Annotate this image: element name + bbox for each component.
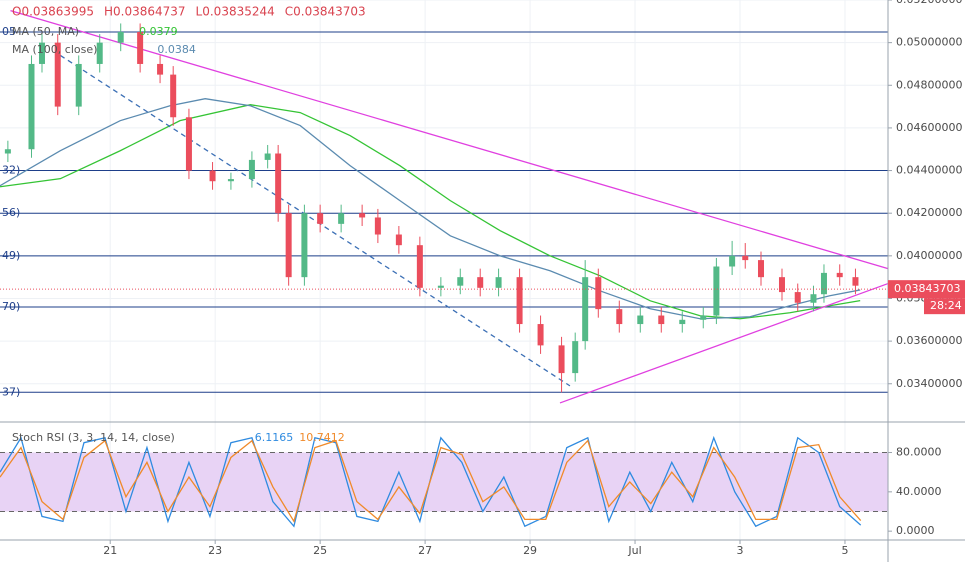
- candle-body: [157, 63, 164, 75]
- candle-body: [75, 63, 82, 107]
- candle-body: [477, 277, 484, 288]
- candle-body: [582, 277, 589, 342]
- candle-body: [729, 255, 736, 267]
- candle-body: [679, 319, 686, 325]
- legend-value: 0.0384: [157, 43, 196, 56]
- candle-body: [209, 170, 216, 182]
- candle-body: [185, 117, 192, 171]
- candle-body: [572, 341, 579, 374]
- candle-body: [264, 153, 271, 160]
- indicator-title: Stoch RSI (3, 3, 14, 14, close): [12, 431, 175, 444]
- legend-value: 6.1165: [255, 431, 294, 444]
- candle-body: [227, 179, 234, 182]
- y-tick-label: 0.03400000: [896, 377, 962, 390]
- y-tick-label: 0.05000000: [896, 36, 962, 49]
- candle-body: [248, 159, 255, 180]
- candle-body: [537, 324, 544, 346]
- candle-body: [457, 277, 464, 286]
- x-tick-label: Jul: [627, 544, 641, 557]
- candle-body: [700, 315, 707, 320]
- y-tick-label: 0.04400000: [896, 164, 962, 177]
- legend-value: 0.0379: [139, 25, 178, 38]
- candle-body: [28, 63, 35, 150]
- level-label: 70): [2, 300, 20, 313]
- level-label: 05: [2, 25, 16, 38]
- candle-body: [820, 272, 827, 295]
- candle-body: [374, 217, 381, 235]
- candle-body: [38, 42, 45, 64]
- candle-body: [416, 245, 423, 288]
- candle-body: [516, 277, 523, 325]
- x-tick-label: 21: [103, 544, 117, 557]
- trend-line: [559, 282, 889, 404]
- candle-body: [301, 213, 308, 278]
- y-tick-label: 0.04800000: [896, 78, 962, 91]
- candle-body: [794, 292, 801, 303]
- legend-label: MA (100, close): [12, 43, 97, 56]
- candle-body: [595, 277, 602, 310]
- x-tick-label: 29: [523, 544, 537, 557]
- y-tick-label: 40.0000: [896, 485, 942, 498]
- last-price-box: [888, 280, 965, 299]
- candle-body: [117, 31, 124, 43]
- ohlc-value: L0.03835244: [196, 5, 275, 19]
- level-label: 37): [2, 385, 20, 398]
- y-tick-label: 0.04000000: [896, 249, 962, 262]
- candle-body: [558, 345, 565, 374]
- y-tick-label: 0.0000: [896, 524, 935, 537]
- ohlc-value: H0.03864737: [104, 5, 186, 19]
- x-tick-label: 23: [208, 544, 222, 557]
- candle-body: [4, 149, 11, 154]
- stoch-band: [0, 452, 888, 512]
- candle-body: [54, 42, 61, 107]
- legend-value: 10.7412: [299, 431, 345, 444]
- level-label: 49): [2, 249, 20, 262]
- candle-body: [359, 213, 366, 218]
- candle-body: [836, 272, 843, 278]
- candle-body: [170, 74, 177, 118]
- countdown-box: [924, 298, 965, 315]
- candle-body: [637, 315, 644, 325]
- level-label: 56): [2, 206, 20, 219]
- y-tick-label: 0.04600000: [896, 121, 962, 134]
- x-tick-label: 25: [313, 544, 327, 557]
- candle-body: [778, 277, 785, 293]
- candle-body: [285, 213, 292, 278]
- last-price-label: 0.03843703: [894, 282, 960, 295]
- candle-body: [852, 277, 859, 286]
- y-tick-label: 80.0000: [896, 446, 942, 459]
- candle-body: [713, 266, 720, 316]
- candle-body: [317, 213, 324, 224]
- x-tick-label: 5: [841, 544, 848, 557]
- candle-body: [137, 31, 144, 64]
- trend-line: [60, 54, 571, 387]
- candle-body: [810, 294, 817, 303]
- candle-body: [616, 309, 623, 325]
- candle-body: [658, 315, 665, 325]
- candle-body: [495, 277, 502, 288]
- candle-body: [96, 42, 103, 64]
- stoch-line: [0, 439, 862, 523]
- ohlc-value: C0.03843703: [285, 5, 366, 19]
- candle-body: [338, 213, 345, 224]
- level-label: 32): [2, 164, 20, 177]
- countdown-label: 28:24: [930, 299, 962, 312]
- ma-line: [0, 104, 861, 320]
- candle-body: [742, 255, 749, 261]
- candle-body: [275, 153, 282, 214]
- trend-line: [10, 10, 889, 270]
- ma-line: [0, 98, 861, 320]
- ohlc-value: O0.03863995: [12, 5, 94, 19]
- y-tick-label: 0.04200000: [896, 206, 962, 219]
- candle-body: [395, 234, 402, 246]
- candle-body: [437, 285, 444, 288]
- candle-body: [757, 260, 764, 278]
- y-tick-label: 0.05200000: [896, 0, 962, 6]
- legend-label: MA (50, MA): [12, 25, 79, 38]
- x-tick-label: 27: [418, 544, 432, 557]
- x-tick-label: 3: [737, 544, 744, 557]
- y-tick-label: 0.03600000: [896, 334, 962, 347]
